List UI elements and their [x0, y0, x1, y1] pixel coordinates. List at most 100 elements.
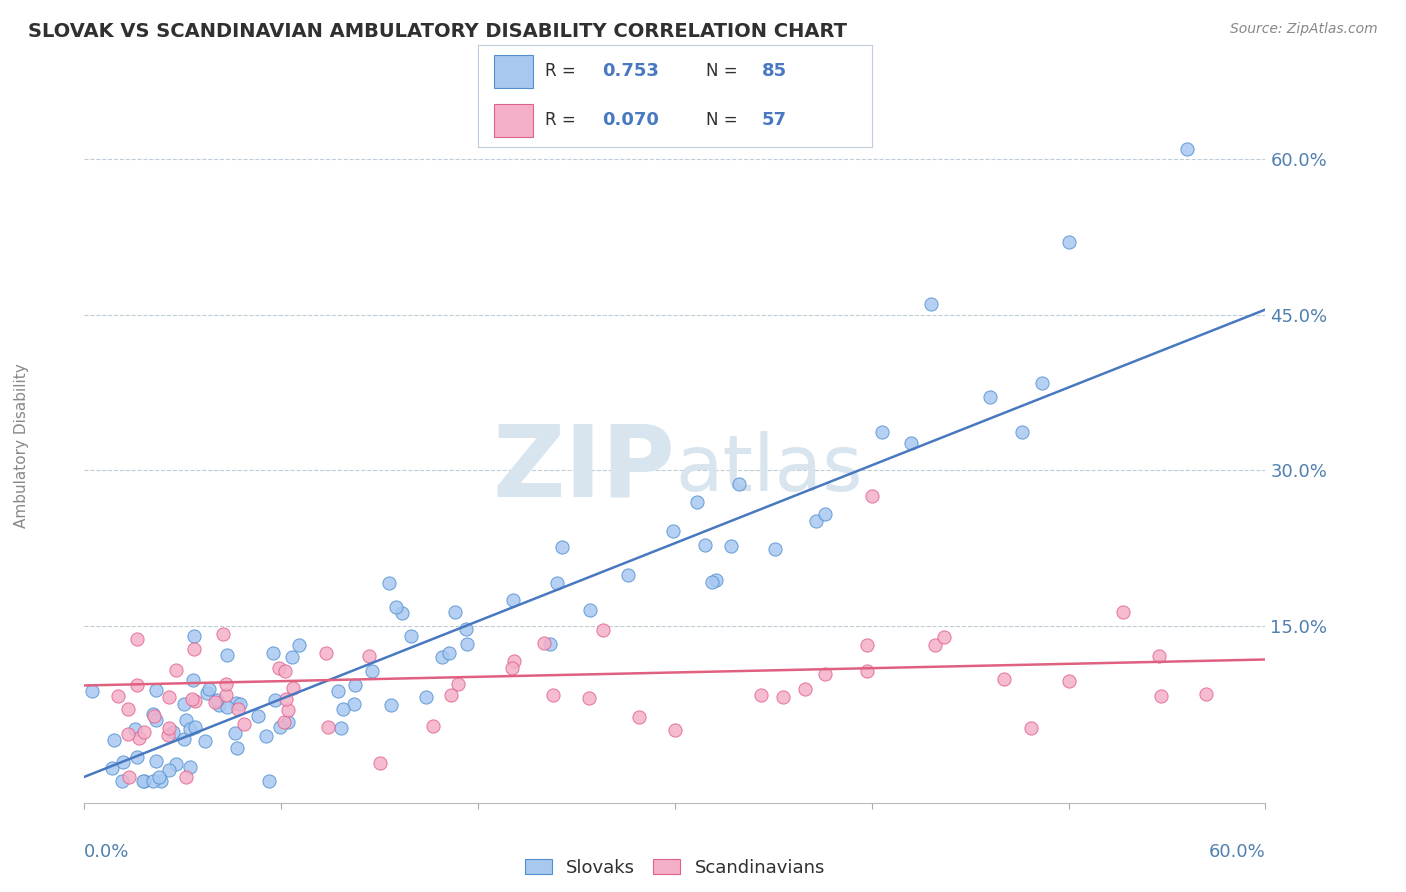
Point [145, 754, 167, 768]
Point [267, 661, 290, 675]
Point [502, 593, 524, 607]
Point [399, 629, 422, 643]
Point [205, 692, 228, 706]
Point [391, 606, 413, 620]
Point [143, 709, 166, 723]
Text: 0.753: 0.753 [602, 62, 659, 79]
Text: N =: N = [706, 111, 744, 129]
Point [157, 728, 180, 742]
Point [132, 725, 155, 739]
Point [157, 763, 180, 777]
Point [287, 638, 309, 652]
Text: 60.0%: 60.0% [1209, 843, 1265, 861]
Point [132, 774, 155, 789]
Point [215, 700, 238, 714]
Point [664, 723, 686, 738]
Text: atlas: atlas [675, 431, 862, 507]
Point [273, 714, 295, 729]
Point [447, 677, 470, 691]
Point [277, 714, 299, 729]
Text: Source: ZipAtlas.com: Source: ZipAtlas.com [1230, 22, 1378, 37]
Text: SLOVAK VS SCANDINAVIAN AMBULATORY DISABILITY CORRELATION CHART: SLOVAK VS SCANDINAVIAN AMBULATORY DISABI… [28, 22, 848, 41]
Point [162, 725, 184, 739]
Point [502, 654, 524, 668]
Point [259, 774, 281, 789]
Point [277, 703, 299, 717]
Point [380, 698, 402, 713]
Point [117, 726, 139, 740]
Point [180, 692, 202, 706]
Point [107, 689, 129, 703]
Point [131, 774, 153, 789]
Point [360, 664, 382, 678]
Point [1111, 605, 1133, 619]
Text: R =: R = [546, 111, 581, 129]
Point [1195, 687, 1218, 701]
Point [1294, 681, 1316, 696]
Text: N =: N = [706, 62, 744, 79]
Text: R =: R = [546, 62, 581, 79]
Point [174, 714, 197, 728]
Point [274, 665, 297, 679]
Point [225, 696, 247, 710]
Point [184, 694, 207, 708]
Point [183, 642, 205, 657]
Point [533, 636, 555, 650]
Point [1147, 648, 1170, 663]
Point [149, 774, 172, 789]
Point [125, 632, 148, 646]
Point [432, 650, 454, 665]
Point [125, 749, 148, 764]
Bar [494, 104, 533, 137]
Point [751, 688, 773, 702]
Point [316, 720, 339, 734]
Point [215, 688, 238, 702]
Point [247, 708, 270, 723]
Point [226, 740, 249, 755]
Point [728, 477, 751, 491]
Point [456, 637, 478, 651]
Point [368, 756, 391, 770]
Point [385, 600, 408, 615]
Point [343, 698, 366, 712]
Point [693, 538, 716, 552]
Point [111, 774, 134, 789]
Point [179, 722, 201, 736]
Point [326, 683, 349, 698]
Point [686, 495, 709, 509]
Text: 85: 85 [762, 62, 786, 79]
Point [103, 733, 125, 747]
Point [437, 646, 460, 660]
Point [157, 721, 180, 735]
Point [82, 684, 104, 698]
Point [720, 539, 742, 553]
Point [578, 691, 600, 706]
Point [269, 720, 291, 734]
Point [1019, 721, 1042, 735]
Point [763, 541, 786, 556]
Point [112, 756, 135, 770]
Text: 57: 57 [762, 111, 786, 129]
Point [233, 716, 256, 731]
Point [344, 678, 367, 692]
Text: Ambulatory Disability: Ambulatory Disability [14, 364, 28, 528]
Point [229, 697, 252, 711]
Point [702, 574, 724, 589]
Point [165, 756, 187, 771]
Point [856, 639, 879, 653]
Point [157, 690, 180, 705]
Point [1057, 235, 1080, 249]
Point [772, 690, 794, 704]
Point [814, 507, 837, 521]
Point [208, 698, 231, 713]
Legend: Slovaks, Scandinavians: Slovaks, Scandinavians [517, 852, 832, 884]
Point [551, 540, 574, 554]
Point [217, 648, 239, 663]
Point [274, 691, 297, 706]
Point [124, 722, 146, 736]
Point [422, 719, 444, 733]
Point [173, 731, 195, 746]
Point [264, 692, 287, 706]
Point [315, 646, 337, 660]
Point [128, 731, 150, 746]
